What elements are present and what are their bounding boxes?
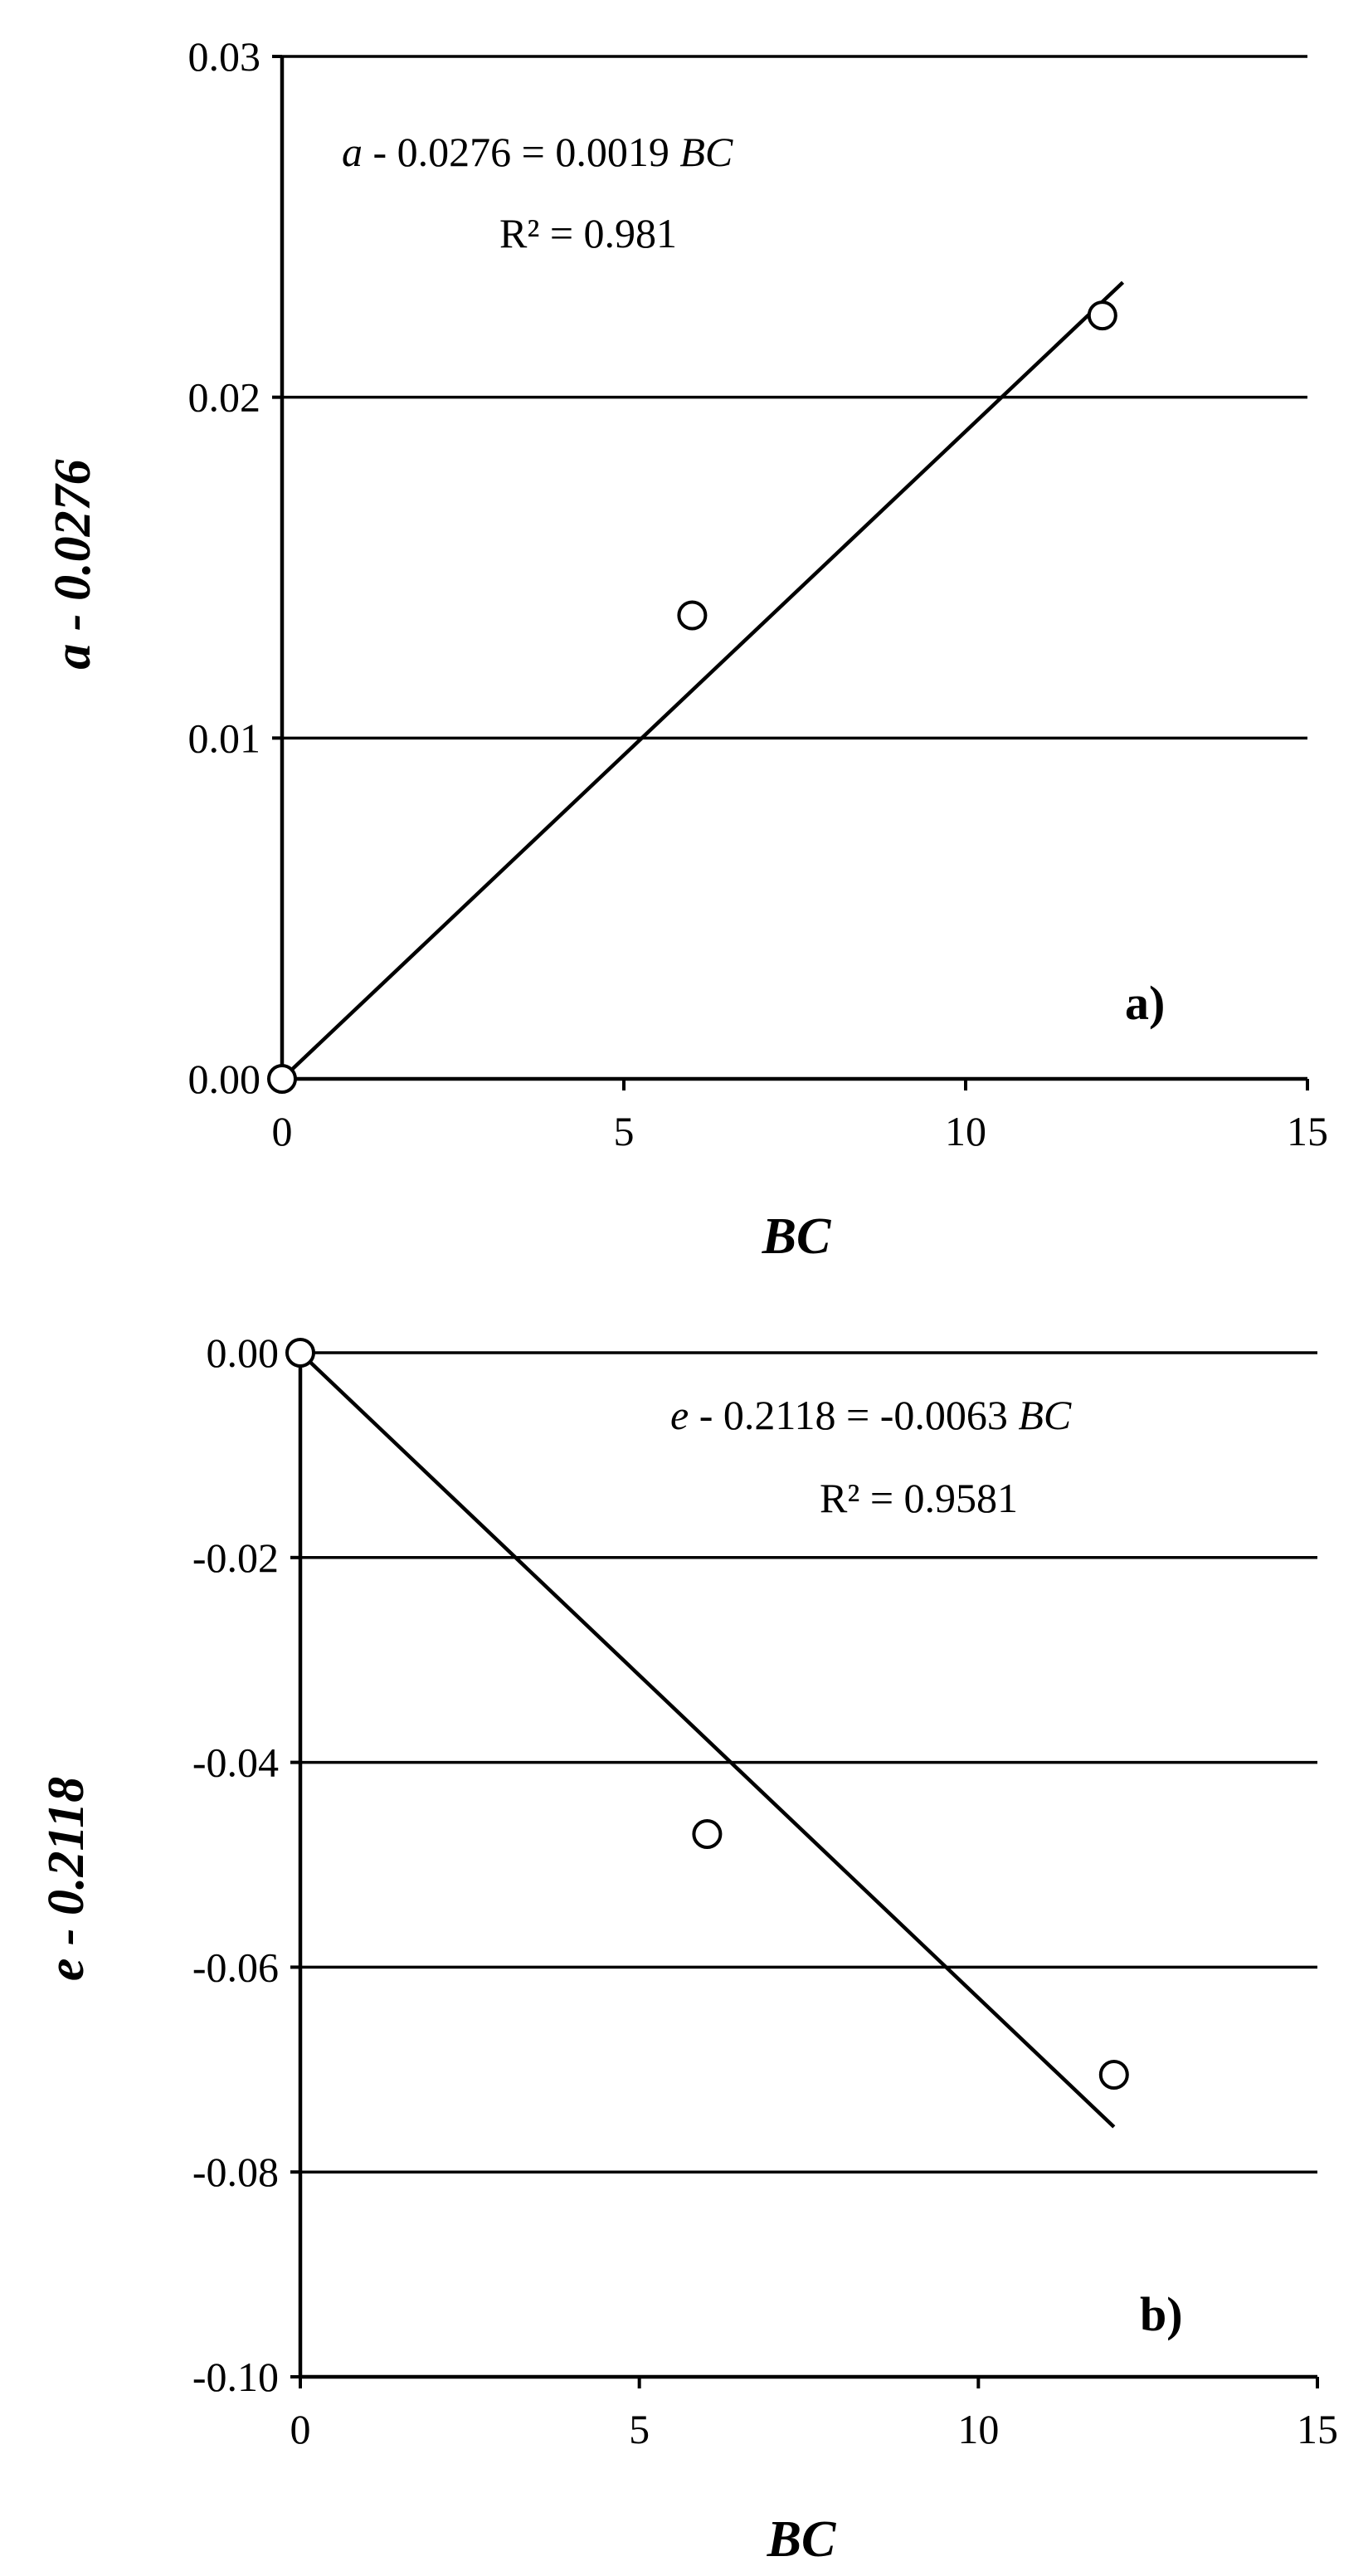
trendline: [280, 281, 1125, 1081]
y-tick-label: -0.04: [192, 1739, 279, 1786]
x-axis-label-b: BC: [767, 2511, 836, 2568]
data-point: [267, 1064, 297, 1094]
data-points-a: [267, 300, 1117, 1094]
y-tick-label: 0.00: [188, 1056, 261, 1102]
y-tick-label: 0.03: [188, 33, 261, 80]
y-tick-label: 0.02: [188, 374, 261, 421]
x-tick-labels-a: 0 5 10 15: [272, 1108, 1329, 1154]
axes-a: [272, 55, 1309, 1090]
y-axis-label-a: a - 0.0276: [45, 459, 101, 669]
chart-panel-b: 0.00 -0.02 -0.04 -0.06 -0.08 -0.10 0 5 10 15 e -…: [38, 1329, 1338, 2568]
data-points-b: [285, 1338, 1129, 2090]
panel-label-a: a): [1125, 976, 1165, 1030]
r-squared-label-b: R² = 0.9581: [820, 1475, 1018, 1521]
x-tick-labels-b: 0 5 10 15: [290, 2406, 1339, 2452]
r-squared-label-a: R² = 0.981: [499, 210, 677, 256]
y-tick-label: -0.10: [192, 2354, 279, 2400]
x-tick-label: 5: [629, 2406, 650, 2452]
trendline-b: [299, 1351, 1116, 2129]
y-tick-label: -0.02: [192, 1534, 279, 1581]
y-tick-labels-a: 0.00 0.01 0.02 0.03: [188, 33, 261, 1102]
x-tick-label: 15: [1297, 2406, 1338, 2452]
grid-lines-a: [282, 55, 1307, 740]
chart-panel-a: 0.00 0.01 0.02 0.03 0 5 10 15 a - 0.0276 = 0.0…: [45, 33, 1328, 1265]
y-tick-label: -0.06: [192, 1944, 279, 1990]
panel-label-b: b): [1140, 2287, 1183, 2341]
data-point: [285, 1338, 315, 1368]
grid-lines-b: [300, 1351, 1317, 2174]
trendline-a: [280, 281, 1125, 1081]
y-tick-labels-b: 0.00 -0.02 -0.04 -0.06 -0.08 -0.10: [192, 1329, 279, 2400]
axes-b: [290, 1351, 1319, 2388]
equation-label-a: a - 0.0276 = 0.0019 BC: [342, 129, 733, 175]
y-tick-label: 0.00: [207, 1329, 280, 1376]
x-tick-label: 10: [945, 1108, 986, 1154]
trendline: [299, 1351, 1116, 2129]
equation-label-b: e - 0.2118 = -0.0063 BC: [670, 1392, 1072, 1438]
y-tick-label: 0.01: [188, 715, 261, 761]
x-tick-label: 5: [614, 1108, 635, 1154]
x-tick-label: 0: [290, 2406, 311, 2452]
data-point: [1098, 2059, 1129, 2090]
y-tick-label: -0.08: [192, 2149, 279, 2195]
data-point: [677, 600, 708, 631]
x-axis-label-a: BC: [762, 1208, 831, 1265]
x-tick-label: 15: [1287, 1108, 1328, 1154]
x-tick-label: 10: [957, 2406, 999, 2452]
data-point: [1087, 300, 1117, 331]
data-point: [692, 1818, 723, 1849]
y-axis-label-b: e - 0.2118: [38, 1777, 95, 1981]
x-tick-label: 0: [272, 1108, 293, 1154]
